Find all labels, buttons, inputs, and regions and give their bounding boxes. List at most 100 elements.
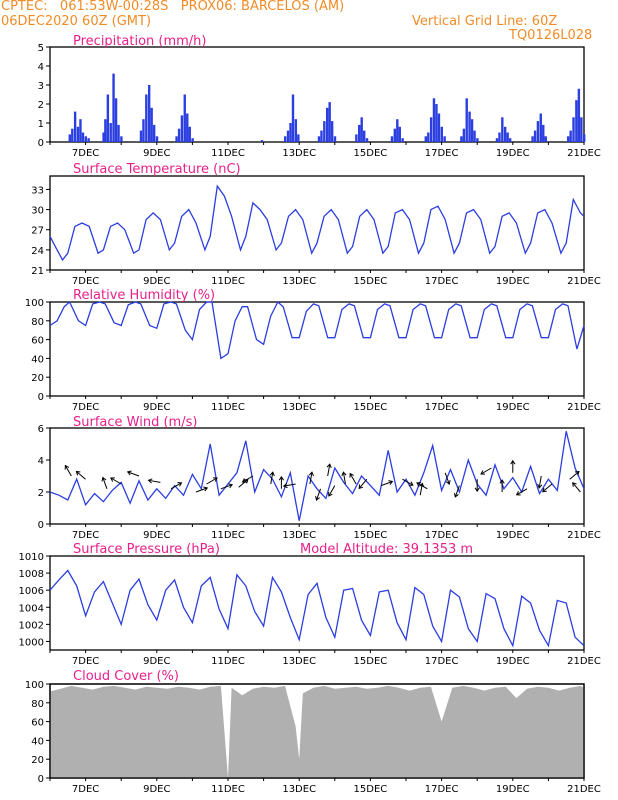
rh-ytick-label: 20 [31, 373, 44, 384]
wind-xtick-label: 21DEC [567, 530, 601, 541]
cloud-xtick-label: 19DEC [496, 784, 530, 795]
precip-bar [180, 115, 184, 142]
wind-arrow-shaft [64, 465, 72, 477]
wind-wind-arrow [206, 477, 218, 485]
wind-wind-arrow [328, 485, 336, 497]
precip-bar [191, 138, 194, 142]
rh-ytick-label: 60 [31, 336, 44, 347]
cloud-xtick-label: 13DEC [282, 784, 316, 795]
wind-arrow-head [349, 472, 354, 478]
wind-wind-arrow [569, 470, 580, 480]
precip-bar [112, 73, 115, 142]
precip-bar [186, 113, 189, 142]
precip-bar [289, 123, 292, 142]
cloud-ytick-label: 0 [38, 774, 44, 785]
wind-wind-arrow [109, 477, 122, 485]
wind-arrow-head [241, 478, 247, 483]
pres-xtick-label: 15DEC [354, 656, 388, 667]
wind-arrow-shaft [76, 471, 86, 480]
wind-arrow-shaft [309, 472, 313, 485]
wind-arrow-shaft [328, 485, 336, 497]
wind-arrow-head [480, 470, 486, 475]
wind-wind-arrow [147, 478, 161, 484]
wind-title: Surface Wind (m/s) [73, 415, 197, 430]
wind-wind-arrow [380, 480, 394, 487]
wind-arrow-head [101, 476, 107, 482]
wind-panel: Surface Wind (m/s) 0 2 4 6 7DEC 9DEC 11DEC 13DEC… [38, 415, 601, 541]
wind-xtick-label: 15DEC [354, 530, 388, 541]
wind-xtick-label: 9DEC [143, 530, 170, 541]
wind-arrow-head [388, 480, 394, 485]
temp-xtick-label: 11DEC [211, 276, 245, 287]
rh-line [49, 300, 585, 360]
precip-ytick-label: 1 [38, 119, 44, 130]
wind-arrow-head [278, 475, 284, 481]
precip-bar [317, 136, 321, 142]
precip-bar [566, 136, 570, 142]
rh-ytick-label: 100 [25, 298, 44, 309]
wind-arrow-head [445, 480, 451, 485]
wind-arrow-shaft [480, 467, 492, 475]
rh-xtick-label: 11DEC [211, 402, 245, 413]
wind-arrow-head [308, 471, 314, 477]
temp-xtick-label: 9DEC [143, 276, 170, 287]
rh-title: Relative Humidity (%) [73, 288, 215, 303]
wind-arrow-head [453, 492, 459, 498]
precip-bar [104, 119, 107, 142]
cloud-panel: Cloud Cover (%) 0 20 40 60 80 100 7DEC 9DEC 11DEC… [25, 669, 601, 795]
precip-bar [76, 126, 80, 142]
cloud-xtick-label: 11DEC [211, 784, 245, 795]
precip-bar [396, 119, 399, 142]
temp-frame [49, 175, 585, 271]
temp-ytick-label: 21 [31, 266, 44, 277]
precip-bar [476, 138, 479, 142]
pres-xtick-label: 13DEC [282, 656, 316, 667]
precip-bar [390, 136, 394, 142]
precip-bar [427, 132, 430, 142]
wind-wind-arrow [474, 479, 480, 493]
precip-bar [333, 136, 337, 142]
cloud-ytick-label: 80 [31, 699, 44, 710]
wind-wind-arrow [220, 483, 234, 490]
pres-title: Surface Pressure (hPa) [73, 542, 220, 557]
pres-xtick-label: 17DEC [425, 656, 459, 667]
cloud-ytick-label: 60 [31, 718, 44, 729]
precip-ytick-label: 4 [38, 62, 44, 73]
temp-ytick-label: 30 [31, 206, 44, 217]
wind-wind-arrow [308, 471, 314, 485]
wind-arrow-shaft [220, 484, 233, 490]
precip-bar [362, 130, 366, 142]
precip-bar [175, 136, 178, 142]
cloud-xtick-label: 9DEC [143, 784, 170, 795]
precip-xtick-label: 15DEC [354, 148, 388, 159]
wind-arrow-shaft [402, 478, 414, 486]
precip-bar [503, 126, 507, 142]
precip-bar [435, 104, 438, 142]
precip-bar [68, 134, 71, 142]
wind-arrow-shaft [270, 472, 274, 485]
pres-ytick-label: 1000 [19, 637, 44, 648]
wind-xtick-label: 19DEC [496, 530, 530, 541]
precip-bar [580, 117, 583, 142]
precip-bar [462, 128, 466, 142]
wind-wind-arrow [282, 483, 296, 489]
pres-ytick-label: 1004 [19, 603, 44, 614]
precip-bar [575, 100, 578, 142]
wind-arrow-head [572, 482, 577, 487]
precip-bar [437, 113, 441, 142]
precip-bar [531, 136, 534, 142]
wind-arrow-head [228, 483, 234, 489]
wind-arrow-head [177, 482, 183, 487]
precip-xtick-label: 9DEC [143, 148, 170, 159]
precip-bar [401, 138, 404, 142]
precip-bar [495, 138, 499, 142]
wind-arrow-shaft [110, 477, 122, 485]
pres-ytick-label: 1002 [19, 620, 44, 631]
precip-bar [106, 94, 110, 142]
precip-bar [142, 119, 145, 142]
wind-wind-arrow [269, 471, 275, 485]
precip-frame [49, 46, 585, 143]
wind-arrow-head [328, 491, 333, 497]
wind-arrow-head [147, 478, 153, 484]
rh-xtick-label: 7DEC [72, 402, 99, 413]
